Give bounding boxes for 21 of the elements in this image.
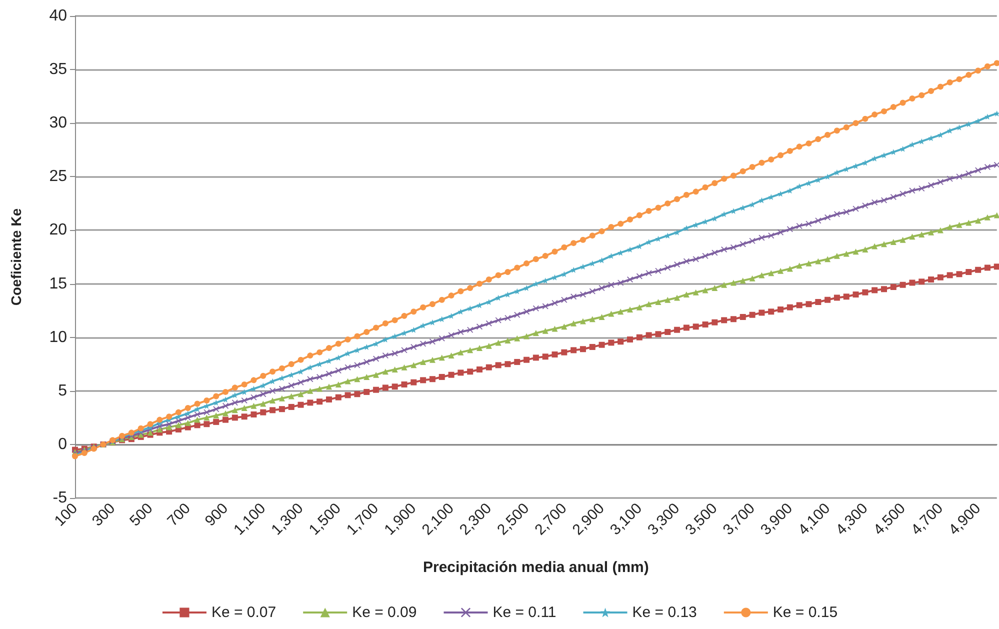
legend-label: Ke = 0.09: [352, 604, 417, 621]
y-tick-label: 15: [49, 275, 68, 292]
y-tick-label: 10: [49, 328, 68, 346]
legend-label: Ke = 0.13: [632, 604, 697, 621]
y-tick-label: 20: [49, 222, 68, 239]
legend-label: Ke = 0.07: [211, 604, 276, 621]
x-tick-label: 700: [164, 500, 194, 530]
y-tick-label: -5: [52, 490, 68, 506]
y-tick-label: 30: [49, 114, 68, 132]
y-tick-label: 40: [49, 8, 68, 24]
x-tick-label: 300: [88, 500, 119, 530]
y-tick-label: 35: [49, 61, 68, 78]
legend-label: Ke = 0.11: [492, 604, 556, 621]
legend-label: Ke = 0.15: [772, 604, 838, 621]
y-tick-label: 0: [58, 436, 68, 453]
y-tick-label: 25: [49, 168, 68, 186]
x-tick-label: 900: [202, 500, 232, 530]
y-axis-title: Coeficiente Ke: [8, 208, 24, 306]
y-tick-label: 5: [58, 382, 68, 400]
x-axis-title: Precipitación media anual (mm): [422, 559, 649, 576]
x-tick-label: 500: [126, 500, 156, 530]
